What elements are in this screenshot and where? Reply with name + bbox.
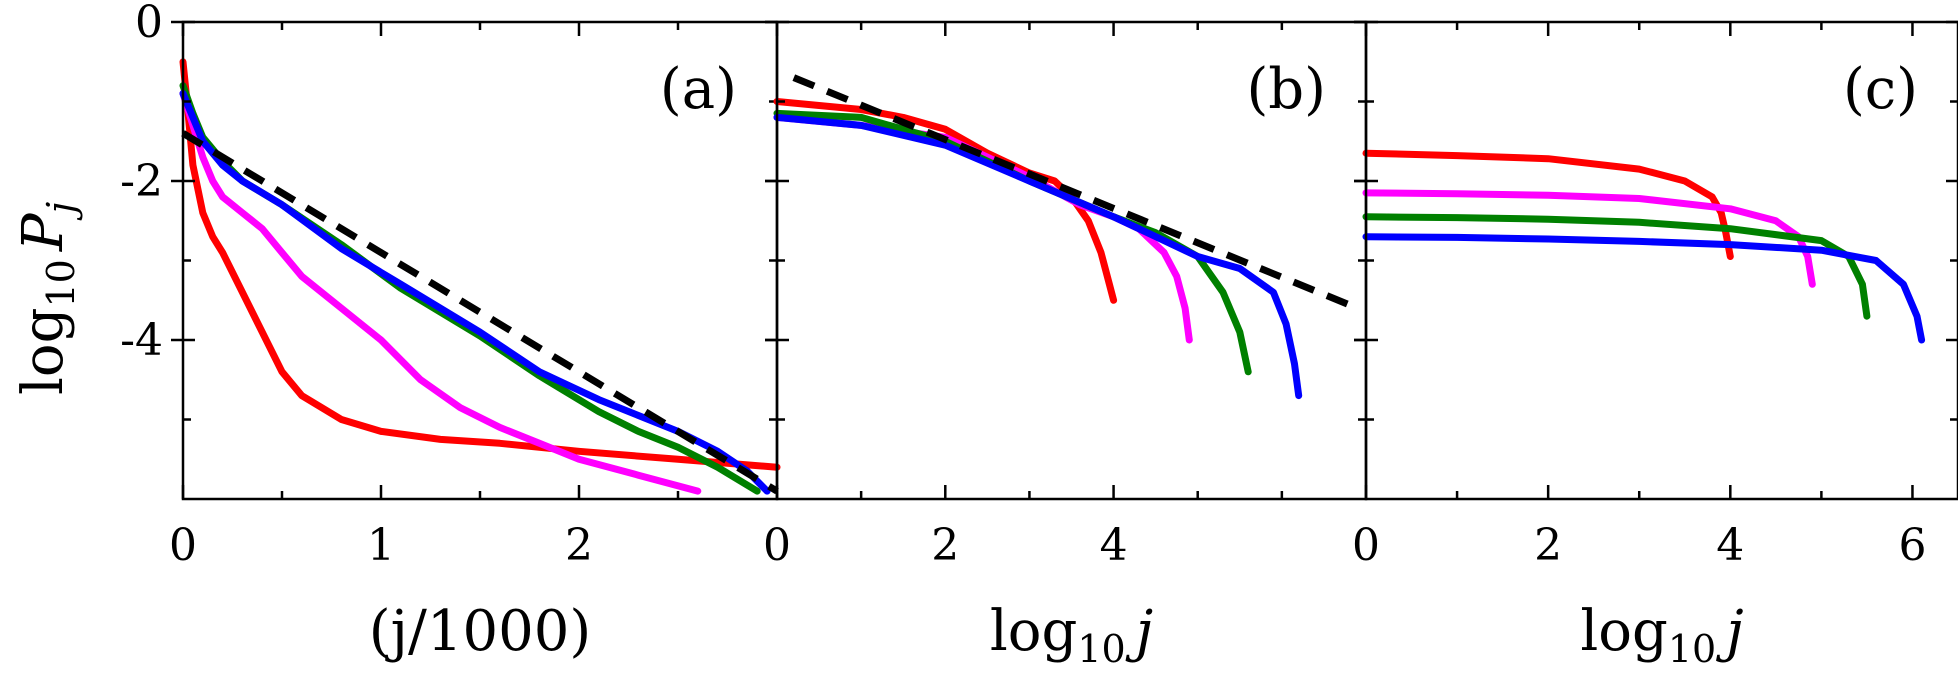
- panel-label: (b): [1246, 57, 1326, 122]
- panel-label: (c): [1843, 57, 1918, 122]
- svg-text:log10Pj: log10Pj: [11, 201, 83, 395]
- series-green-line: [773, 109, 1252, 376]
- series-green-line: [1362, 213, 1871, 320]
- panel-a: 0 1 2 0 -2 -4 (a) (j/1000): [120, 0, 781, 664]
- x-axis-label: (j/1000): [369, 599, 591, 664]
- series-blue-line: [179, 90, 771, 495]
- x-tick-label: 4: [1716, 520, 1744, 571]
- ylabel-sub: 10: [39, 259, 83, 307]
- panel-label: (a): [660, 57, 737, 122]
- y-tick-label: -4: [120, 315, 163, 366]
- x-tick-label: 0: [763, 520, 791, 571]
- y-tick-label: -2: [120, 156, 163, 207]
- x-tick-label: 2: [565, 520, 593, 571]
- x-tick-label: 2: [931, 520, 959, 571]
- ylabel-main: log: [11, 308, 76, 395]
- y-axis-label: log10Pj: [11, 201, 83, 395]
- panel-b: 0 2 4 (b) log10 j: [763, 20, 1368, 671]
- x-axis-label: log10 j: [990, 599, 1153, 671]
- series-blue-line: [1362, 233, 1926, 344]
- x-tick-label: 0: [169, 520, 197, 571]
- x-tick-label: 0: [1352, 520, 1380, 571]
- series-red-line: [773, 98, 1118, 304]
- series-red-line: [179, 58, 781, 471]
- y-tick-label: 0: [135, 0, 163, 48]
- panel-c: 0 2 4 6 (c) log10 j: [1352, 20, 1958, 671]
- panels: 0 1 2 0 -2 -4 (a) (j/1000) 0 2 4 (b) log10 j 0 2 4 6 (c) lo…: [120, 0, 1958, 671]
- fit-dashed-line: [792, 74, 1359, 312]
- fit-dashed-line: [181, 130, 779, 495]
- x-tick-label: 2: [1534, 520, 1562, 571]
- x-tick-label: 4: [1100, 520, 1128, 571]
- series-blue-line: [773, 113, 1303, 400]
- ylabel-var: P: [11, 212, 76, 252]
- x-axis-label: log10 j: [1580, 599, 1743, 671]
- series-magenta-line: [179, 90, 702, 495]
- x-tick-label: 6: [1898, 520, 1926, 571]
- x-tick-label: 1: [367, 520, 395, 571]
